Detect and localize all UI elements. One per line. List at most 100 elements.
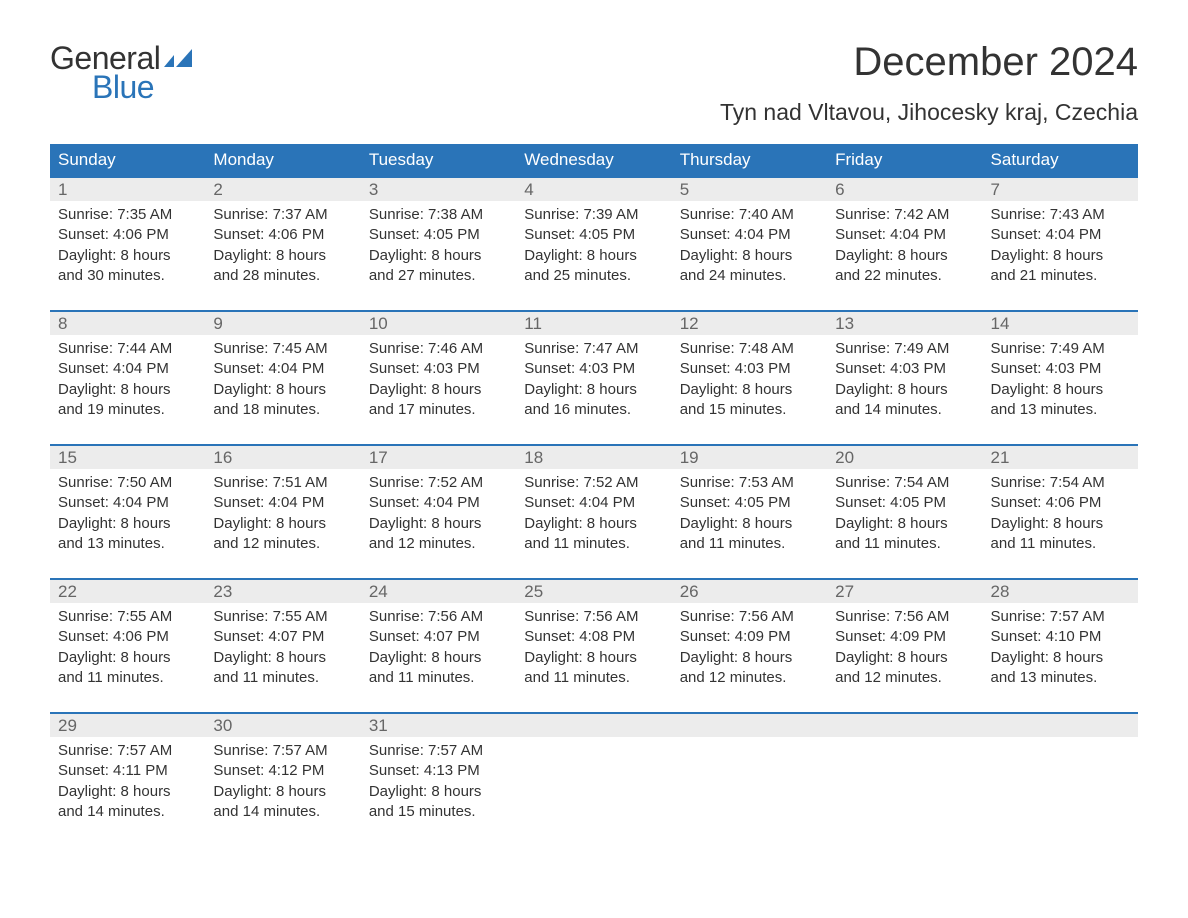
sunset-line: Sunset: 4:03 PM xyxy=(369,359,508,379)
day-details: Sunrise: 7:45 AMSunset: 4:04 PMDaylight:… xyxy=(205,335,360,426)
calendar-cell: 12Sunrise: 7:48 AMSunset: 4:03 PMDayligh… xyxy=(672,312,827,444)
sunrise-line: Sunrise: 7:55 AM xyxy=(58,607,197,627)
title-block: December 2024 Tyn nad Vltavou, Jihocesky… xyxy=(720,40,1138,138)
daylight-line: Daylight: 8 hours and 16 minutes. xyxy=(524,380,663,421)
daylight-line: Daylight: 8 hours and 21 minutes. xyxy=(991,246,1130,287)
sunset-line: Sunset: 4:04 PM xyxy=(835,225,974,245)
day-number: 27 xyxy=(827,580,982,603)
daylight-line: Daylight: 8 hours and 15 minutes. xyxy=(369,782,508,823)
daylight-line: Daylight: 8 hours and 12 minutes. xyxy=(369,514,508,555)
daylight-line: Daylight: 8 hours and 19 minutes. xyxy=(58,380,197,421)
sunrise-line: Sunrise: 7:49 AM xyxy=(991,339,1130,359)
calendar-cell xyxy=(516,714,671,846)
day-details: Sunrise: 7:52 AMSunset: 4:04 PMDaylight:… xyxy=(516,469,671,560)
day-number: 18 xyxy=(516,446,671,469)
daylight-line: Daylight: 8 hours and 12 minutes. xyxy=(835,648,974,689)
calendar-cell: 26Sunrise: 7:56 AMSunset: 4:09 PMDayligh… xyxy=(672,580,827,712)
sunset-line: Sunset: 4:06 PM xyxy=(213,225,352,245)
day-details: Sunrise: 7:42 AMSunset: 4:04 PMDaylight:… xyxy=(827,201,982,292)
day-details: Sunrise: 7:35 AMSunset: 4:06 PMDaylight:… xyxy=(50,201,205,292)
sunset-line: Sunset: 4:04 PM xyxy=(58,493,197,513)
sunrise-line: Sunrise: 7:57 AM xyxy=(991,607,1130,627)
sunset-line: Sunset: 4:03 PM xyxy=(835,359,974,379)
calendar-cell xyxy=(983,714,1138,846)
sunrise-line: Sunrise: 7:45 AM xyxy=(213,339,352,359)
daylight-line: Daylight: 8 hours and 12 minutes. xyxy=(680,648,819,689)
calendar-cell: 5Sunrise: 7:40 AMSunset: 4:04 PMDaylight… xyxy=(672,178,827,310)
logo: General Blue xyxy=(50,40,194,106)
daylight-line: Daylight: 8 hours and 27 minutes. xyxy=(369,246,508,287)
daylight-line: Daylight: 8 hours and 12 minutes. xyxy=(213,514,352,555)
day-details: Sunrise: 7:51 AMSunset: 4:04 PMDaylight:… xyxy=(205,469,360,560)
day-number: 31 xyxy=(361,714,516,737)
sunset-line: Sunset: 4:09 PM xyxy=(835,627,974,647)
day-details: Sunrise: 7:56 AMSunset: 4:09 PMDaylight:… xyxy=(827,603,982,694)
sunrise-line: Sunrise: 7:55 AM xyxy=(213,607,352,627)
day-number xyxy=(983,714,1138,737)
daylight-line: Daylight: 8 hours and 14 minutes. xyxy=(213,782,352,823)
sunset-line: Sunset: 4:08 PM xyxy=(524,627,663,647)
calendar-cell: 29Sunrise: 7:57 AMSunset: 4:11 PMDayligh… xyxy=(50,714,205,846)
calendar-cell: 14Sunrise: 7:49 AMSunset: 4:03 PMDayligh… xyxy=(983,312,1138,444)
calendar-cell: 13Sunrise: 7:49 AMSunset: 4:03 PMDayligh… xyxy=(827,312,982,444)
day-details: Sunrise: 7:47 AMSunset: 4:03 PMDaylight:… xyxy=(516,335,671,426)
day-details: Sunrise: 7:37 AMSunset: 4:06 PMDaylight:… xyxy=(205,201,360,292)
daylight-line: Daylight: 8 hours and 28 minutes. xyxy=(213,246,352,287)
calendar-cell: 23Sunrise: 7:55 AMSunset: 4:07 PMDayligh… xyxy=(205,580,360,712)
day-number: 9 xyxy=(205,312,360,335)
daylight-line: Daylight: 8 hours and 25 minutes. xyxy=(524,246,663,287)
calendar-cell: 2Sunrise: 7:37 AMSunset: 4:06 PMDaylight… xyxy=(205,178,360,310)
calendar-week: 29Sunrise: 7:57 AMSunset: 4:11 PMDayligh… xyxy=(50,712,1138,846)
day-details: Sunrise: 7:56 AMSunset: 4:07 PMDaylight:… xyxy=(361,603,516,694)
daylight-line: Daylight: 8 hours and 13 minutes. xyxy=(991,648,1130,689)
sunset-line: Sunset: 4:05 PM xyxy=(369,225,508,245)
daylight-line: Daylight: 8 hours and 11 minutes. xyxy=(369,648,508,689)
sunrise-line: Sunrise: 7:44 AM xyxy=(58,339,197,359)
day-header: Monday xyxy=(205,144,360,176)
calendar-cell: 9Sunrise: 7:45 AMSunset: 4:04 PMDaylight… xyxy=(205,312,360,444)
daylight-line: Daylight: 8 hours and 15 minutes. xyxy=(680,380,819,421)
day-number: 14 xyxy=(983,312,1138,335)
sunset-line: Sunset: 4:07 PM xyxy=(369,627,508,647)
sunset-line: Sunset: 4:03 PM xyxy=(991,359,1130,379)
sunset-line: Sunset: 4:05 PM xyxy=(524,225,663,245)
day-details: Sunrise: 7:54 AMSunset: 4:05 PMDaylight:… xyxy=(827,469,982,560)
sunrise-line: Sunrise: 7:48 AM xyxy=(680,339,819,359)
calendar-cell: 3Sunrise: 7:38 AMSunset: 4:05 PMDaylight… xyxy=(361,178,516,310)
sunrise-line: Sunrise: 7:43 AM xyxy=(991,205,1130,225)
calendar-cell: 20Sunrise: 7:54 AMSunset: 4:05 PMDayligh… xyxy=(827,446,982,578)
sunset-line: Sunset: 4:06 PM xyxy=(58,627,197,647)
sunrise-line: Sunrise: 7:56 AM xyxy=(369,607,508,627)
sunset-line: Sunset: 4:05 PM xyxy=(835,493,974,513)
sunrise-line: Sunrise: 7:56 AM xyxy=(835,607,974,627)
day-number: 23 xyxy=(205,580,360,603)
calendar-cell: 7Sunrise: 7:43 AMSunset: 4:04 PMDaylight… xyxy=(983,178,1138,310)
sunset-line: Sunset: 4:05 PM xyxy=(680,493,819,513)
day-number: 1 xyxy=(50,178,205,201)
sunrise-line: Sunrise: 7:57 AM xyxy=(213,741,352,761)
sunrise-line: Sunrise: 7:46 AM xyxy=(369,339,508,359)
sunset-line: Sunset: 4:12 PM xyxy=(213,761,352,781)
sunrise-line: Sunrise: 7:53 AM xyxy=(680,473,819,493)
day-details: Sunrise: 7:50 AMSunset: 4:04 PMDaylight:… xyxy=(50,469,205,560)
day-details: Sunrise: 7:39 AMSunset: 4:05 PMDaylight:… xyxy=(516,201,671,292)
sunrise-line: Sunrise: 7:52 AM xyxy=(524,473,663,493)
calendar-cell: 27Sunrise: 7:56 AMSunset: 4:09 PMDayligh… xyxy=(827,580,982,712)
sunset-line: Sunset: 4:04 PM xyxy=(991,225,1130,245)
sunrise-line: Sunrise: 7:38 AM xyxy=(369,205,508,225)
sunset-line: Sunset: 4:11 PM xyxy=(58,761,197,781)
calendar-cell: 21Sunrise: 7:54 AMSunset: 4:06 PMDayligh… xyxy=(983,446,1138,578)
day-details: Sunrise: 7:53 AMSunset: 4:05 PMDaylight:… xyxy=(672,469,827,560)
sunset-line: Sunset: 4:04 PM xyxy=(58,359,197,379)
sunset-line: Sunset: 4:13 PM xyxy=(369,761,508,781)
day-number: 17 xyxy=(361,446,516,469)
sunrise-line: Sunrise: 7:40 AM xyxy=(680,205,819,225)
daylight-line: Daylight: 8 hours and 14 minutes. xyxy=(58,782,197,823)
sunset-line: Sunset: 4:04 PM xyxy=(213,493,352,513)
day-number: 8 xyxy=(50,312,205,335)
day-number: 11 xyxy=(516,312,671,335)
sunset-line: Sunset: 4:04 PM xyxy=(680,225,819,245)
sunrise-line: Sunrise: 7:51 AM xyxy=(213,473,352,493)
daylight-line: Daylight: 8 hours and 22 minutes. xyxy=(835,246,974,287)
calendar-cell: 25Sunrise: 7:56 AMSunset: 4:08 PMDayligh… xyxy=(516,580,671,712)
